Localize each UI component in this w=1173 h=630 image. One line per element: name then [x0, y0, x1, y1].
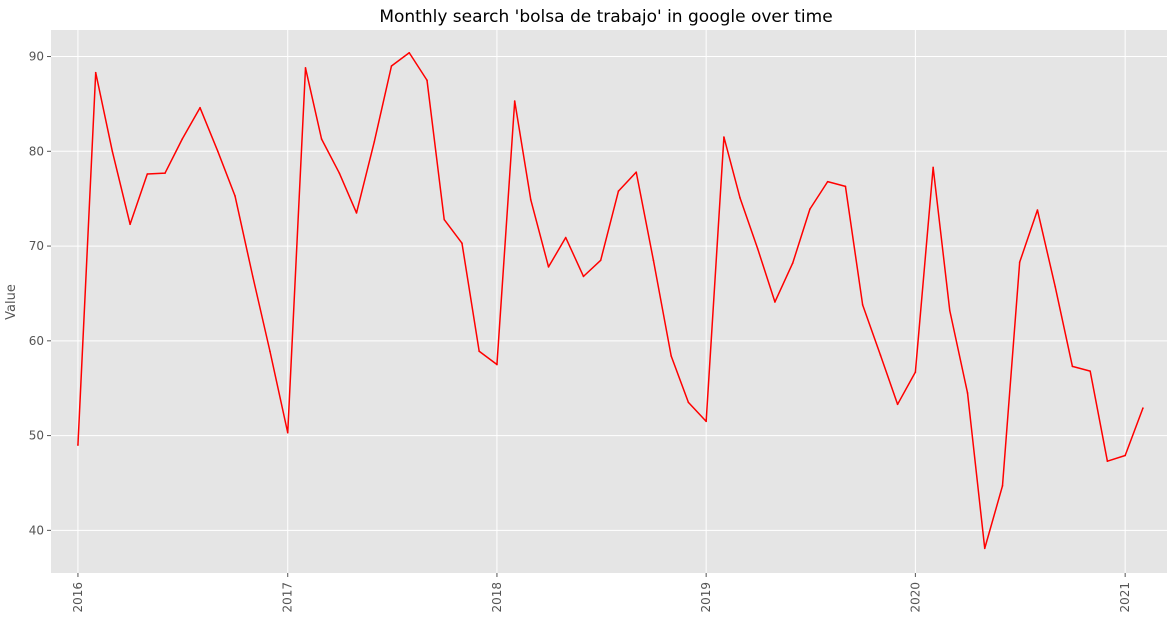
data-point	[146, 173, 149, 175]
chart-title: Monthly search 'bolsa de trabajo' in goo…	[379, 7, 832, 27]
data-point	[251, 275, 254, 278]
x-tick-label: 2018	[490, 582, 504, 613]
data-point	[739, 196, 741, 199]
data-point	[914, 371, 917, 373]
data-point	[426, 79, 428, 82]
plot-area	[51, 30, 1167, 573]
data-point	[181, 138, 184, 140]
data-point	[1001, 485, 1004, 487]
data-point	[390, 65, 393, 67]
x-tick-label: 2016	[71, 582, 85, 613]
data-point	[164, 172, 166, 174]
data-point	[1106, 460, 1109, 462]
data-point	[844, 185, 847, 188]
y-tick-label: 60	[29, 334, 44, 348]
series-line	[77, 51, 1144, 550]
data-point	[809, 208, 811, 210]
data-point	[547, 266, 550, 268]
data-point	[896, 403, 899, 406]
data-point	[199, 106, 201, 109]
data-point	[564, 236, 567, 239]
data-point	[705, 420, 707, 423]
data-point	[513, 100, 516, 102]
data-point	[496, 363, 498, 366]
data-point	[599, 259, 602, 262]
data-point	[1089, 370, 1091, 372]
data-point	[217, 150, 219, 153]
data-point	[582, 275, 585, 278]
data-point	[966, 392, 969, 394]
data-point	[286, 431, 289, 434]
data-point	[529, 198, 532, 201]
axes-ticks: 40 50 60 70 80 90 2016 2017 2018 2019 2020 2021	[29, 50, 1132, 613]
data-point	[617, 190, 620, 192]
grid	[51, 30, 1167, 573]
data-point	[774, 301, 776, 303]
data-point	[129, 223, 131, 226]
data-point	[304, 67, 307, 69]
data-point	[687, 401, 690, 404]
data-point	[932, 166, 934, 169]
x-tick-label: 2017	[281, 582, 295, 613]
data-point	[723, 136, 725, 138]
data-point	[443, 218, 446, 221]
y-tick-label: 90	[29, 50, 44, 64]
data-point	[756, 248, 759, 250]
data-point	[1054, 286, 1057, 288]
data-point	[1142, 407, 1144, 409]
x-tick-label: 2021	[1118, 582, 1132, 613]
data-point	[269, 350, 271, 353]
x-tick-label: 2019	[699, 582, 713, 613]
data-point	[355, 212, 358, 214]
series-layer	[77, 51, 1144, 550]
y-tick-label: 40	[29, 523, 44, 537]
data-point	[826, 180, 829, 183]
data-point	[861, 304, 864, 306]
y-tick-label: 80	[29, 144, 44, 158]
data-point	[373, 141, 376, 143]
data-point	[948, 309, 951, 312]
data-point	[1071, 365, 1074, 368]
y-axis-label: Value	[4, 284, 19, 320]
data-point	[320, 138, 323, 140]
data-point	[461, 242, 463, 245]
x-tick-label: 2020	[908, 582, 922, 613]
y-tick-label: 70	[29, 239, 44, 253]
data-point	[478, 350, 480, 353]
data-point	[408, 51, 411, 54]
data-point	[791, 262, 794, 264]
data-point	[670, 355, 672, 357]
data-point	[652, 259, 655, 262]
data-point	[338, 172, 341, 174]
data-point	[234, 195, 236, 197]
data-point	[983, 547, 986, 550]
data-point	[879, 354, 882, 356]
data-point	[1036, 209, 1039, 211]
y-tick-label: 50	[29, 429, 44, 443]
data-point	[111, 150, 114, 153]
data-point	[1124, 454, 1126, 457]
data-point	[77, 444, 79, 446]
data-point	[635, 171, 638, 173]
data-point	[1018, 261, 1021, 263]
data-point	[94, 71, 97, 74]
